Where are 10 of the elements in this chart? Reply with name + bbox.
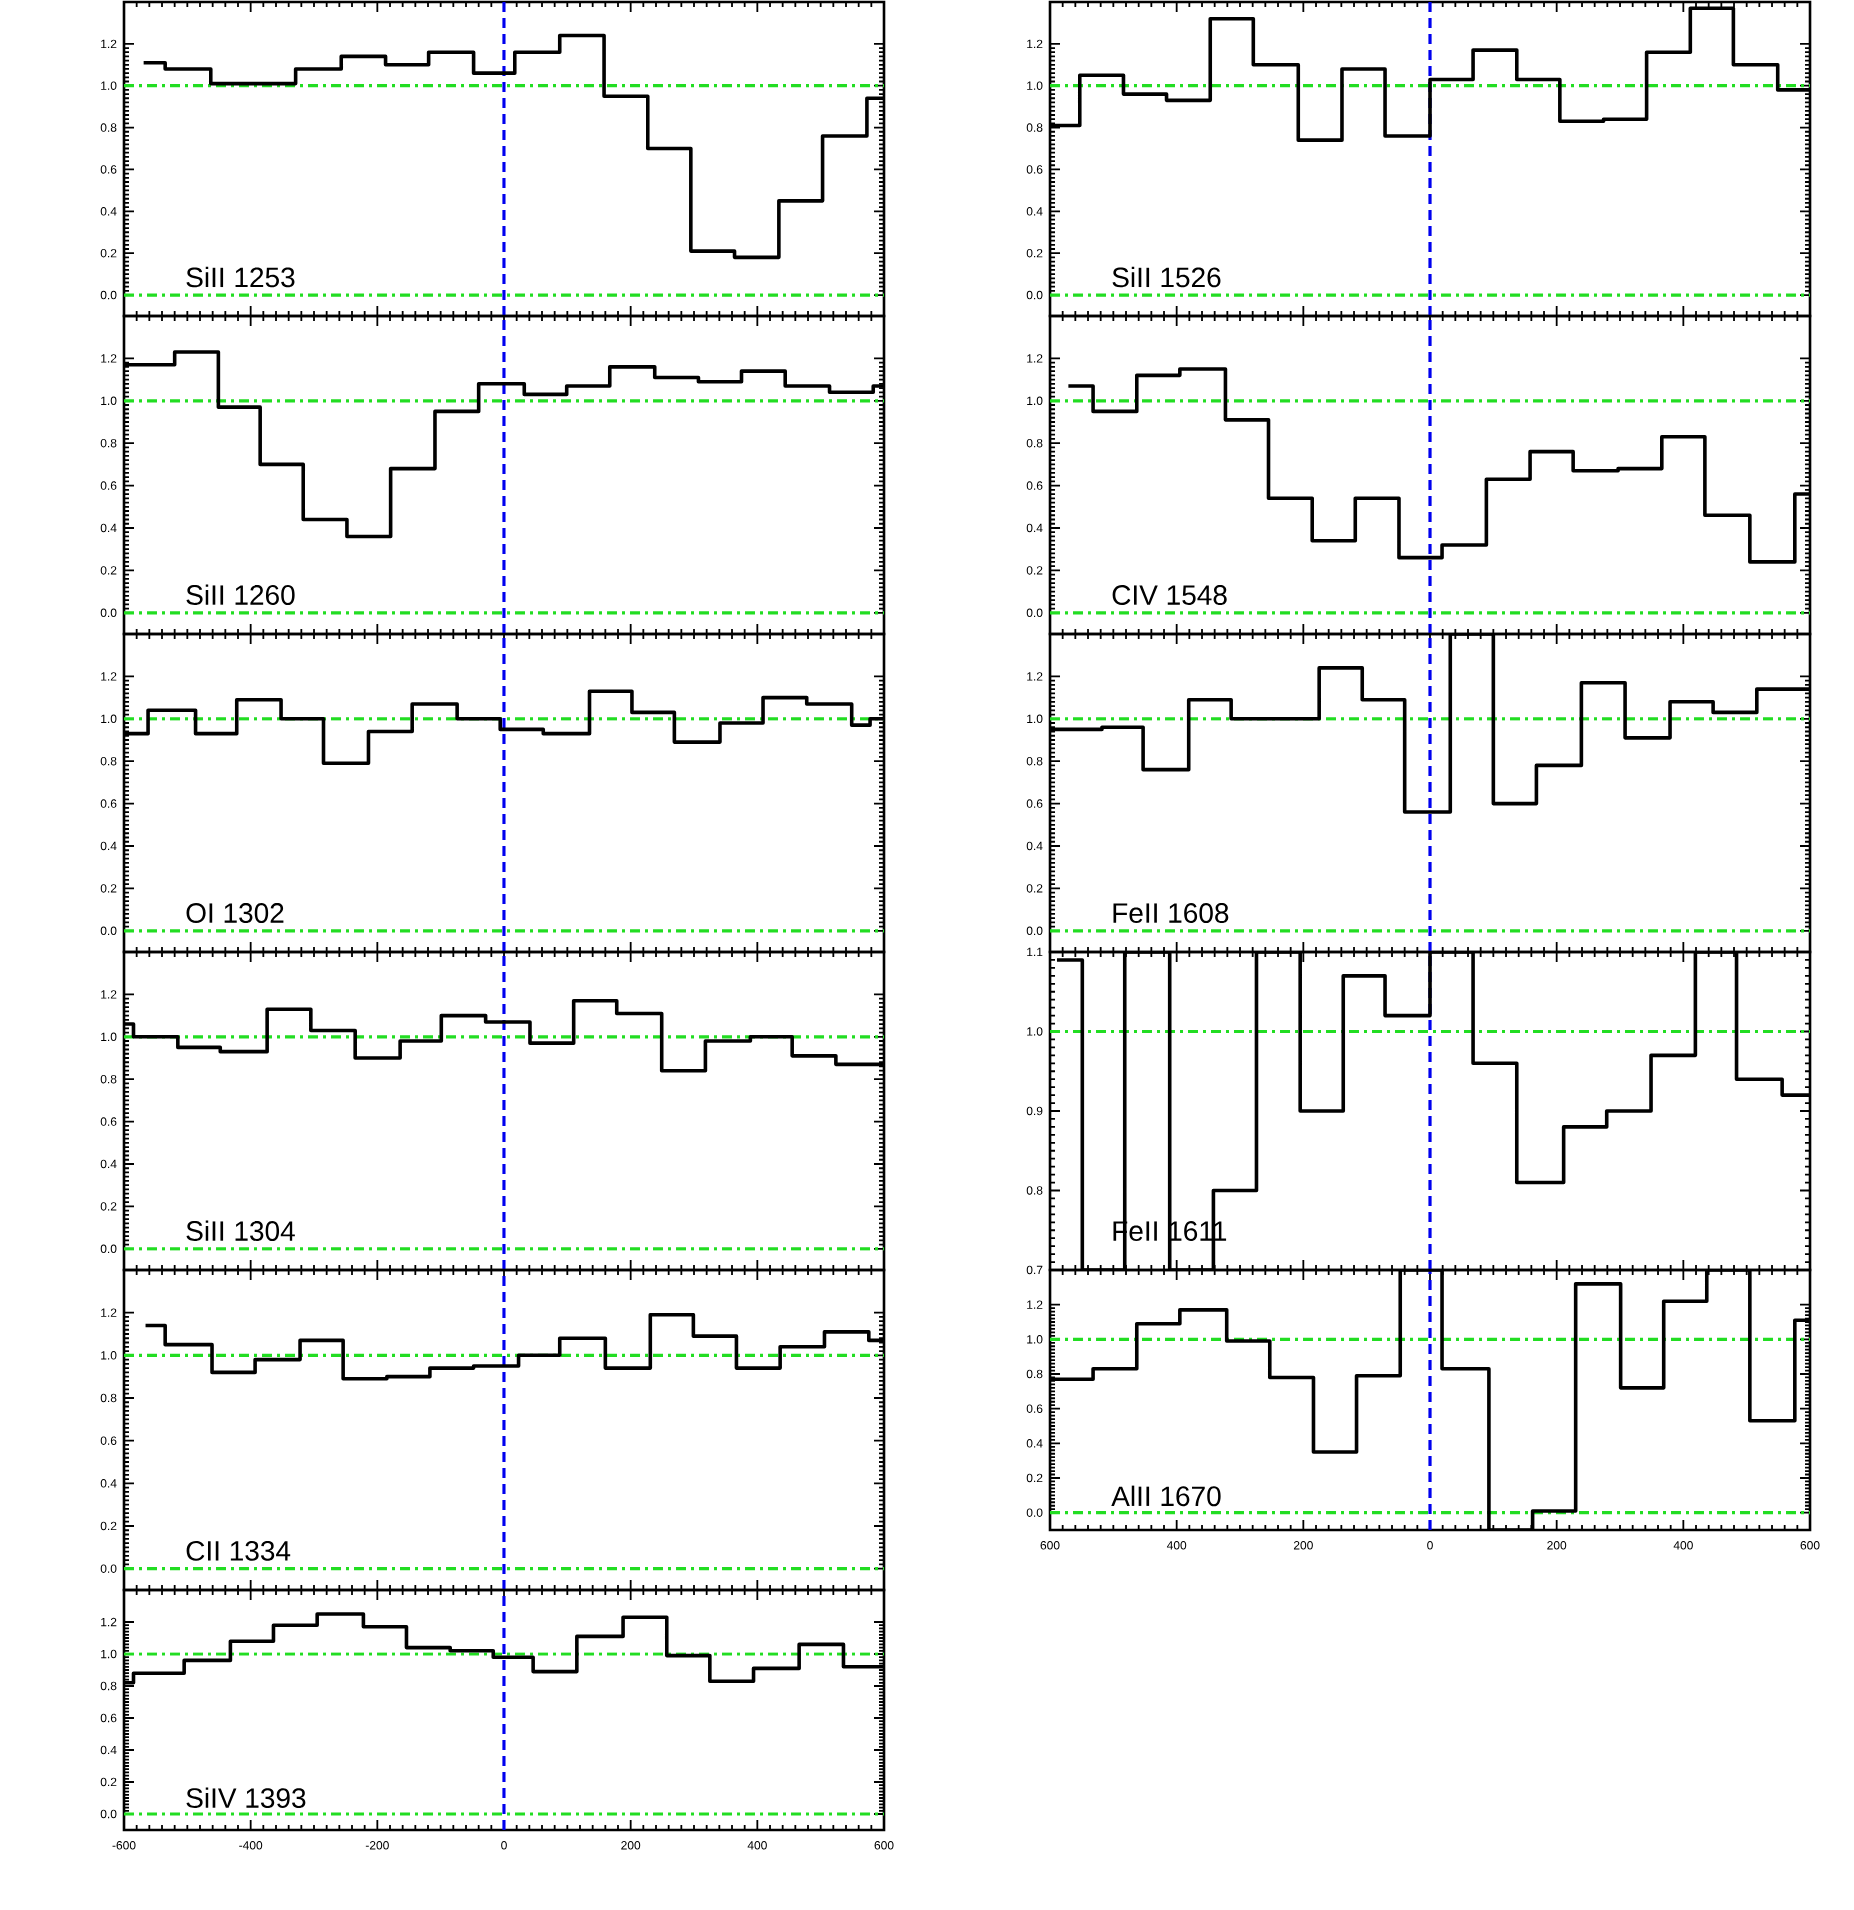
annotation: AlII 1670 xyxy=(1111,1485,1221,1507)
annotation: SiII 1253 xyxy=(186,266,295,288)
annotation: SiII 1304 xyxy=(186,1220,295,1241)
annotation: CII 1334 xyxy=(186,1540,291,1561)
annotation: SiII 1526 xyxy=(1112,266,1221,288)
annotation: OI 1302 xyxy=(186,903,284,923)
annotation: SiIV 1393 xyxy=(186,1787,306,1808)
annotation: SiII 1260 xyxy=(186,584,295,605)
annotation: CIV 1548 xyxy=(1112,585,1227,605)
annotation: FeII 1608 xyxy=(1113,903,1229,923)
